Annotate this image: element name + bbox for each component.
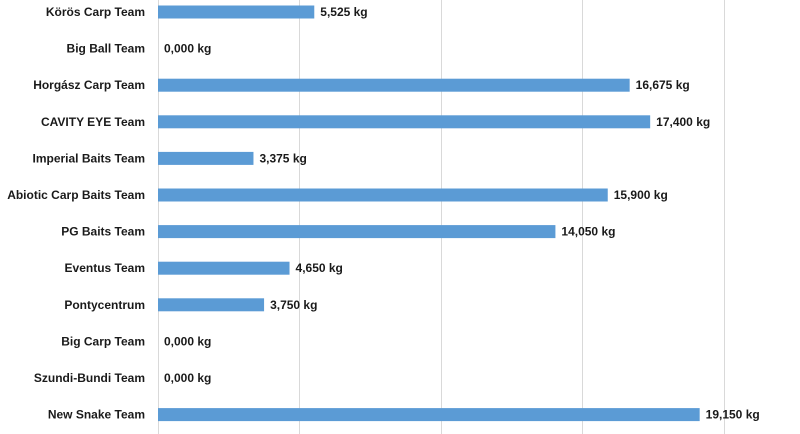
bar — [158, 5, 315, 19]
bar — [158, 188, 608, 202]
bar — [158, 151, 254, 165]
category-label: Abiotic Carp Baits Team — [7, 188, 145, 202]
data-label: 14,050 kg — [561, 225, 615, 239]
category-label: Big Ball Team — [67, 42, 145, 56]
category-label: Horgász Carp Team — [33, 78, 145, 92]
bar — [158, 78, 630, 92]
bar — [158, 298, 265, 312]
data-label: 3,750 kg — [270, 298, 317, 312]
category-label: CAVITY EYE Team — [41, 115, 145, 129]
bar — [158, 225, 556, 239]
bar — [158, 408, 700, 422]
data-label: 17,400 kg — [656, 115, 710, 129]
category-label: PG Baits Team — [61, 225, 145, 239]
data-label: 0,000 kg — [164, 334, 211, 348]
category-label: Imperial Baits Team — [33, 151, 146, 165]
data-label: 4,650 kg — [296, 261, 343, 275]
data-label: 16,675 kg — [636, 78, 690, 92]
data-label: 3,375 kg — [259, 151, 306, 165]
category-label: Szundi-Bundi Team — [34, 371, 145, 385]
category-label: New Snake Team — [48, 408, 145, 422]
bar — [158, 115, 651, 129]
data-label: 5,525 kg — [320, 5, 367, 19]
data-label: 19,150 kg — [706, 408, 760, 422]
category-label: Eventus Team — [65, 261, 145, 275]
category-label: Big Carp Team — [61, 334, 145, 348]
category-label: Körös Carp Team — [46, 5, 145, 19]
data-label: 15,900 kg — [614, 188, 668, 202]
category-label: Pontycentrum — [64, 298, 145, 312]
bar — [158, 261, 290, 275]
data-label: 0,000 kg — [164, 42, 211, 56]
data-label: 0,000 kg — [164, 371, 211, 385]
